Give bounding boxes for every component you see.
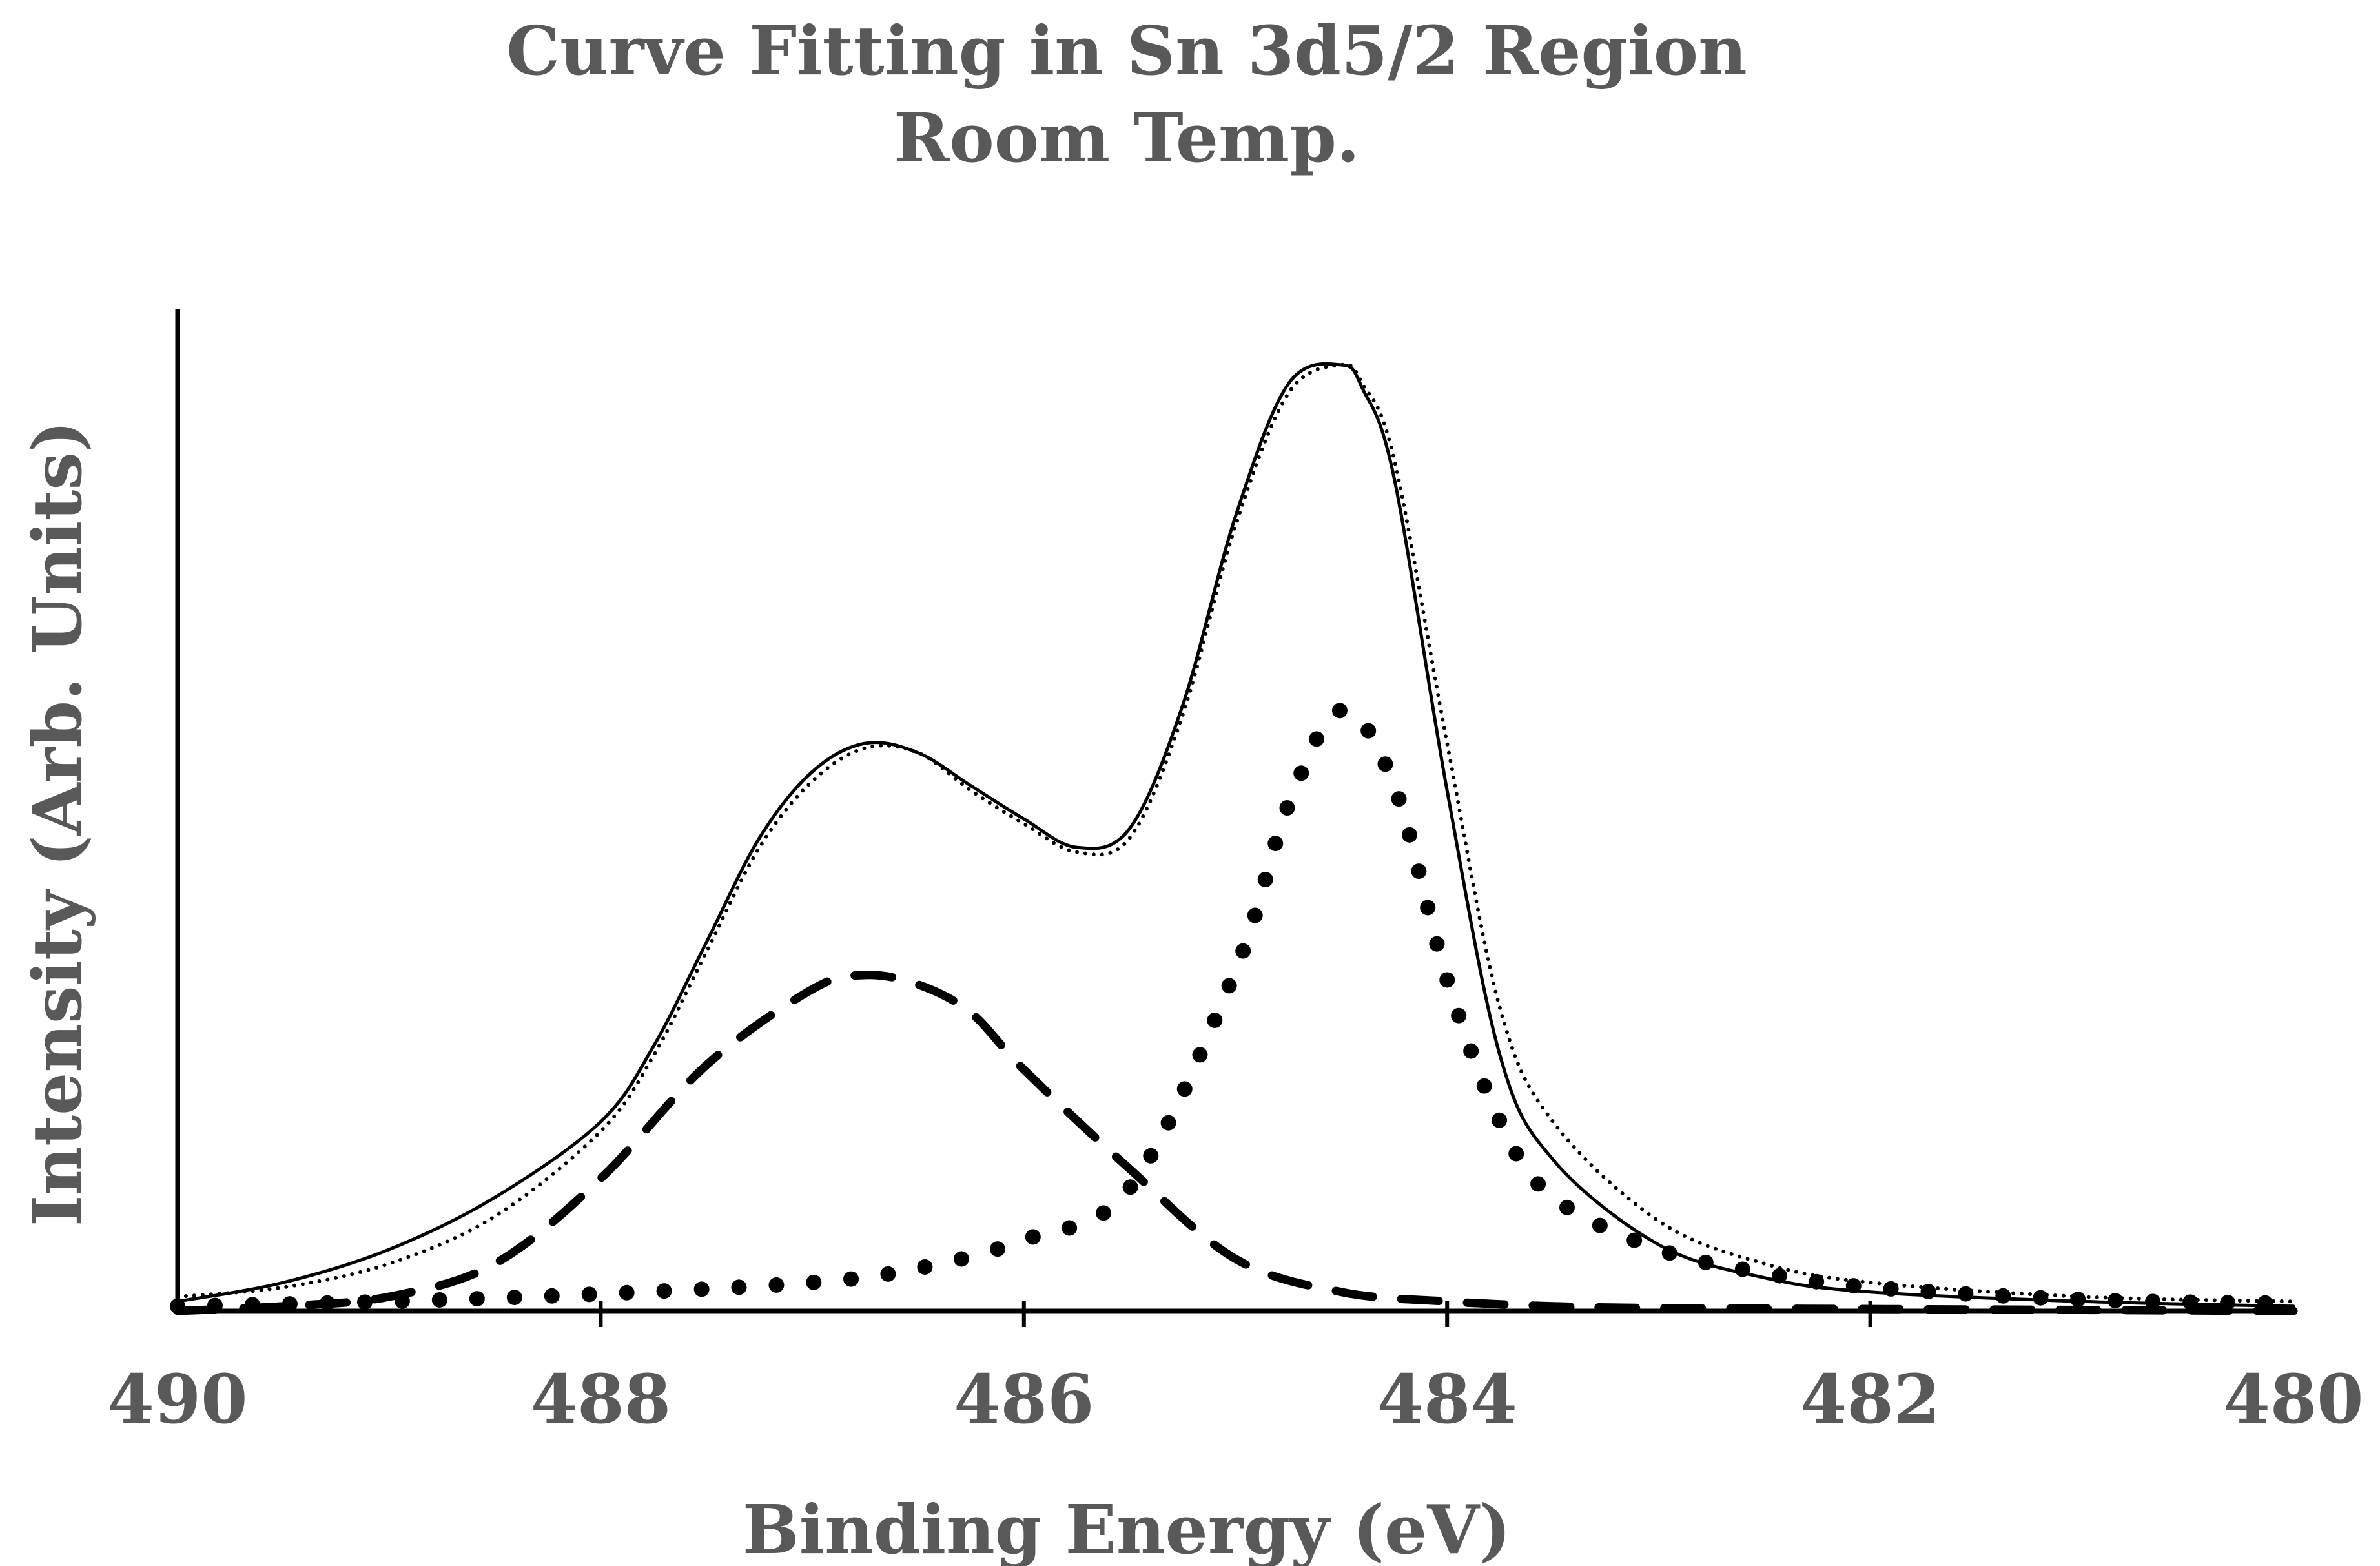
series-line-sn-3d5-2-component-2-484-5-ev [170,702,2301,1314]
series-line-sn-3d5-2-component-1-486-5-ev [173,971,2298,1315]
series-line-measured-spectrum [176,362,2295,1308]
series-line-fitted-envelope [176,362,2295,1304]
series-layer [170,362,2301,1315]
y-axis-title: Intensity (Arb. Units) [17,420,97,1226]
x-tick-label: 482 [1800,1359,1940,1439]
x-tick-label: 480 [2223,1359,2363,1439]
x-tick-label: 486 [954,1359,1094,1439]
x-tick-label: 484 [1377,1359,1517,1439]
x-tick-label: 488 [531,1359,671,1439]
x-tick-label: 490 [107,1359,247,1439]
x-axis-title: Binding Energy (eV) [743,1490,1511,1566]
chart-subtitle: Room Temp. [894,98,1360,178]
chart-title: Curve Fitting in Sn 3d5/2 Region [506,11,1747,90]
x-tick-layer: 490 488 486 484 482 480 [107,1301,2364,1439]
